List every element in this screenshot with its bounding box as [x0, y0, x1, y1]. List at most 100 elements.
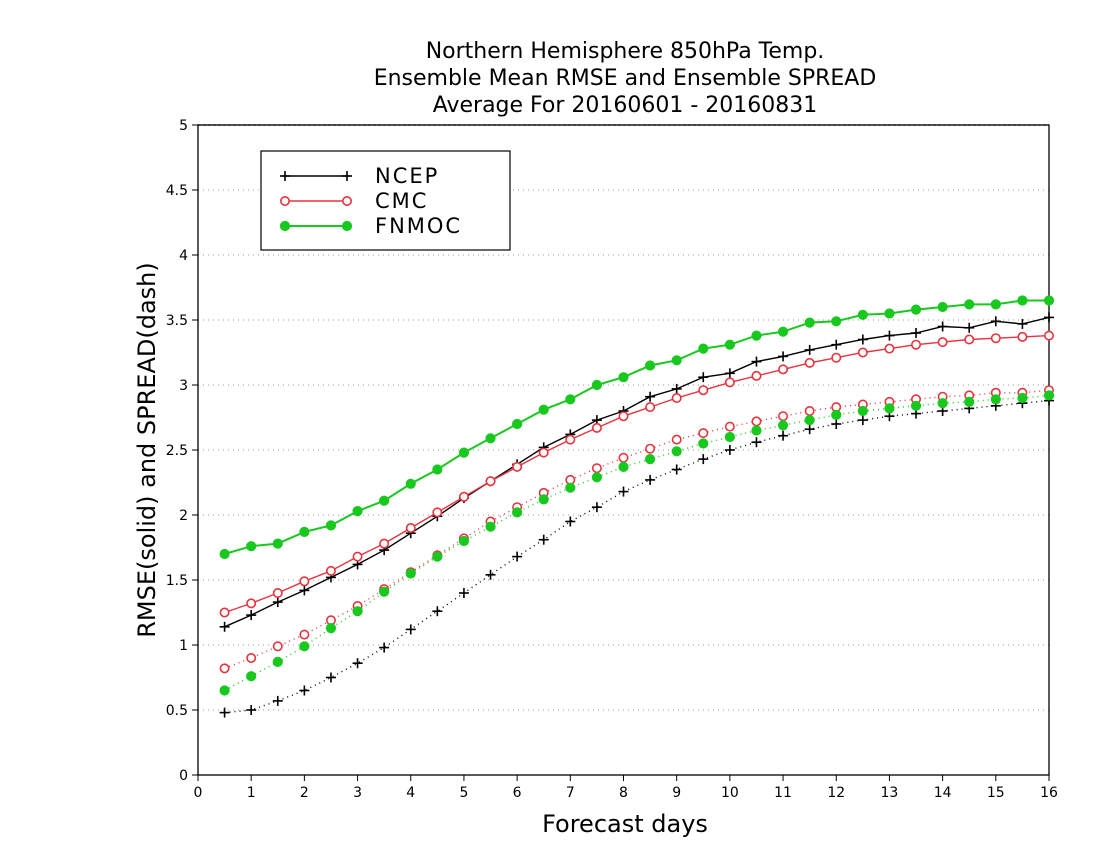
rmse-point-fnmoc [246, 541, 257, 552]
legend-label-ncep: NCEP [375, 164, 439, 188]
rmse-point-cmc [645, 402, 656, 413]
spread-point-ncep [804, 424, 815, 435]
x-tick-label: 12 [827, 785, 845, 801]
legend-marker-fnmoc [341, 220, 353, 232]
x-tick-label: 6 [513, 785, 522, 801]
rmse-point-fnmoc [751, 330, 762, 341]
spread-point-ncep [405, 624, 416, 635]
axes: 00.511.522.533.544.550 1 2 3 4 5 6 7 8 9 10 11 12 13 1… [166, 118, 1058, 801]
x-tick-label: 11 [774, 785, 792, 801]
y-tick-label: 4.5 [166, 183, 188, 199]
y-tick-label: 2 [179, 508, 188, 524]
spread-point-fnmoc [379, 586, 390, 597]
rmse-point-cmc [299, 576, 310, 587]
spread-point-ncep [751, 437, 762, 448]
spread-point-fnmoc [272, 656, 283, 668]
rmse-point-fnmoc [618, 372, 629, 383]
rmse-point-ncep [804, 344, 815, 355]
rmse-point-cmc [964, 334, 975, 345]
rmse-point-cmc [831, 352, 842, 363]
rmse-point-fnmoc [671, 355, 682, 366]
legend-marker-ncep [280, 171, 290, 181]
rmse-point-fnmoc [831, 316, 842, 327]
rmse-point-ncep [1044, 312, 1054, 323]
spread-point-ncep [778, 430, 789, 441]
spread-point-ncep [379, 642, 390, 653]
spread-point-ncep [698, 454, 709, 465]
rmse-point-fnmoc [272, 538, 283, 549]
legend-label-cmc: CMC [375, 189, 428, 213]
rmse-point-cmc [512, 461, 523, 472]
spread-point-fnmoc [405, 568, 416, 579]
rmse-point-cmc [272, 587, 283, 598]
rmse-point-cmc [884, 343, 895, 354]
rmse-line-fnmoc [224, 299, 1049, 555]
rmse-point-cmc [538, 447, 549, 458]
rmse-point-fnmoc [512, 418, 523, 430]
rmse-point-fnmoc [485, 433, 496, 444]
spread-point-fnmoc [777, 420, 789, 431]
rmse-point-ncep [698, 372, 709, 383]
spread-point-fnmoc [1017, 392, 1028, 404]
rmse-point-fnmoc [1043, 295, 1055, 306]
rmse-point-fnmoc [724, 339, 735, 350]
rmse-point-ncep [246, 610, 257, 621]
spread-point-cmc [219, 663, 230, 674]
rmse-point-ncep [671, 383, 682, 394]
series-cmc [219, 330, 1055, 674]
rmse-point-fnmoc [698, 343, 709, 354]
rmse-point-ncep [964, 322, 975, 333]
rmse-point-fnmoc [458, 447, 470, 458]
spread-line-ncep [224, 399, 1050, 714]
spread-point-ncep [671, 464, 682, 475]
chart-title-line: Ensemble Mean RMSE and Ensemble SPREAD [374, 66, 877, 91]
spread-point-cmc [645, 443, 656, 454]
y-tick-label: 1.5 [166, 573, 188, 589]
rmse-point-cmc [911, 339, 922, 350]
rmse-point-fnmoc [884, 308, 895, 319]
spread-point-fnmoc [219, 685, 230, 696]
spread-point-cmc [299, 629, 310, 640]
spread-point-fnmoc [804, 415, 815, 426]
chart-title: Northern Hemisphere 850hPa Temp.Ensemble… [374, 39, 877, 118]
rmse-point-ncep [724, 368, 735, 379]
rmse-point-cmc [325, 565, 336, 576]
spread-point-fnmoc [857, 405, 868, 417]
x-axis-label: Forecast days [542, 810, 708, 838]
spread-point-cmc [246, 652, 257, 663]
spread-point-cmc [671, 434, 682, 445]
rmse-point-cmc [1044, 330, 1055, 341]
spread-point-fnmoc [246, 671, 257, 682]
rmse-point-cmc [485, 476, 496, 487]
legend-marker-cmc [279, 196, 290, 207]
spread-point-cmc [778, 411, 789, 422]
spread-point-cmc [751, 416, 762, 427]
rmse-point-fnmoc [1017, 295, 1028, 306]
rmse-point-cmc [698, 385, 709, 396]
spread-point-fnmoc [485, 521, 496, 532]
rmse-point-cmc [432, 507, 443, 518]
spread-point-ncep [272, 695, 283, 706]
y-tick-label: 3.5 [166, 313, 188, 329]
spread-point-cmc [618, 452, 629, 463]
spread-point-fnmoc [698, 438, 709, 449]
spread-point-ncep [831, 419, 842, 429]
y-tick-label: 3 [179, 378, 188, 394]
spread-point-ncep [512, 551, 523, 562]
x-tick-label: 15 [987, 785, 1005, 801]
x-tick-label: 7 [566, 785, 575, 801]
series-fnmoc [219, 295, 1055, 696]
spread-point-fnmoc [724, 431, 735, 443]
spread-point-fnmoc [325, 623, 337, 634]
rmse-point-ncep [778, 351, 789, 362]
rmse-point-ncep [857, 334, 868, 345]
spread-point-fnmoc [352, 606, 363, 617]
spread-point-fnmoc [458, 535, 470, 547]
rmse-point-cmc [751, 370, 762, 381]
spread-point-ncep [618, 486, 629, 497]
rmse-point-fnmoc [352, 506, 363, 517]
spread-point-fnmoc [565, 482, 576, 493]
rmse-point-cmc [724, 377, 735, 388]
